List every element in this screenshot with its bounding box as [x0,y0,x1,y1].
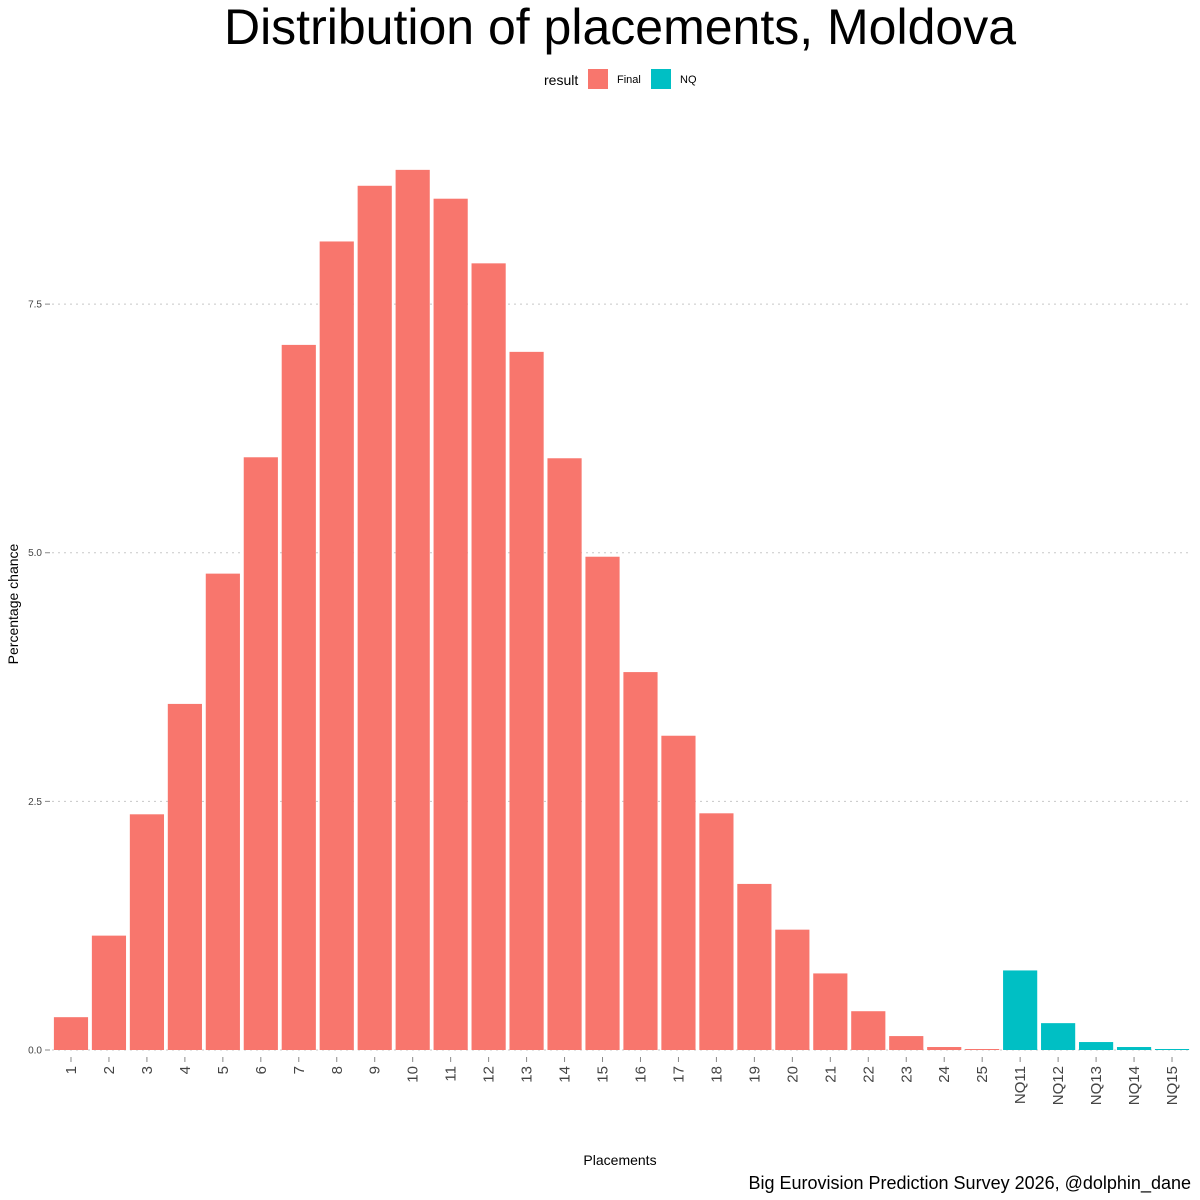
x-tick-label: 23 [898,1066,915,1083]
bar-nq11 [1003,970,1038,1050]
bar-12 [471,263,506,1050]
x-tick-label: 17 [670,1066,687,1083]
y-tick-label: 0.0 [28,1046,42,1057]
bar-nq13 [1078,1042,1114,1050]
x-tick-label: 25 [974,1066,991,1083]
y-axis-label: Percentage chance [5,543,21,664]
x-tick-label: NQ15 [1164,1066,1181,1105]
legend-swatch-final [588,69,608,89]
bar-3 [129,814,165,1050]
bar-19 [737,883,772,1050]
x-tick-label: 19 [746,1066,763,1083]
legend-label-final: Final [617,74,641,86]
bar-14 [547,458,582,1050]
x-tick-label: 5 [215,1066,232,1074]
bar-nq14 [1116,1047,1152,1050]
x-tick-label: 4 [177,1066,194,1074]
x-tick-label: 1 [63,1066,80,1074]
bar-10 [395,169,430,1050]
x-tick-label: 13 [519,1066,536,1083]
legend: result Final NQ [544,69,697,89]
x-tick-label: 21 [822,1066,839,1083]
x-tick-label: 3 [139,1066,156,1074]
x-tick-label: 12 [481,1066,498,1083]
x-tick-label: 15 [595,1066,612,1083]
x-axis: 1 2 3 4 5 6 7 8 9 10 11 12 13 14 15 16 17 18 19 20 21 22 23 24 2… [63,1057,1181,1105]
y-tick-label: 5.0 [28,548,42,559]
bar-13 [509,351,544,1050]
x-tick-label: NQ14 [1126,1066,1143,1105]
x-tick-label: 10 [405,1066,422,1083]
bar-15 [585,556,620,1050]
gridlines [52,303,1191,1051]
x-tick-label: 8 [329,1066,346,1074]
x-tick-label: NQ13 [1088,1066,1105,1105]
x-tick-label: NQ12 [1050,1066,1067,1105]
bar-7 [281,344,316,1050]
bar-4 [167,703,202,1050]
x-tick-label: NQ11 [1012,1066,1029,1104]
bar-20 [775,929,810,1050]
x-tick-label: 20 [784,1066,801,1083]
chart-title: Distribution of placements, Moldova [224,0,1016,55]
legend-label-nq: NQ [680,74,697,86]
x-tick-label: 24 [936,1066,953,1083]
chart-caption: Big Eurovision Prediction Survey 2026, @… [748,1173,1191,1194]
bar-17 [661,735,696,1050]
legend-title: result [544,72,578,88]
y-axis: 0.0 2.5 5.0 7.5 [28,300,50,1057]
bar-1 [53,1017,89,1050]
x-tick-label: 6 [253,1066,270,1074]
x-tick-label: 18 [708,1066,725,1083]
bars [53,169,1190,1050]
legend-swatch-nq [651,69,671,89]
bar-8 [319,241,354,1050]
x-tick-label: 9 [367,1066,384,1074]
x-axis-label: Placements [583,1152,656,1168]
bar-21 [813,973,848,1050]
bar-16 [623,672,658,1050]
x-tick-label: 22 [860,1066,877,1083]
x-tick-label: 2 [101,1066,118,1074]
bar-24 [927,1047,962,1050]
bar-5 [205,573,240,1050]
bar-11 [433,198,468,1050]
y-tick-label: 7.5 [28,300,42,311]
bar-23 [889,1036,924,1050]
bar-18 [699,813,734,1050]
bar-nq12 [1041,1023,1076,1050]
bar-2 [91,935,127,1050]
x-tick-label: 14 [557,1066,574,1083]
x-tick-label: 11 [443,1066,460,1082]
y-tick-label: 2.5 [28,797,42,808]
bar-nq15 [1154,1049,1190,1050]
bar-25 [965,1049,1000,1050]
x-tick-label: 16 [632,1066,649,1083]
bar-6 [243,457,278,1050]
bar-22 [851,1011,886,1050]
bar-9 [357,185,392,1050]
x-tick-label: 7 [291,1066,308,1074]
